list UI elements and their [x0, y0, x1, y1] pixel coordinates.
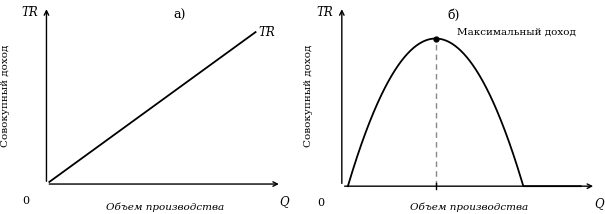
Text: 0: 0 [317, 198, 324, 208]
Text: Объем производства: Объем производства [106, 202, 224, 212]
Text: Объем производства: Объем производства [410, 202, 528, 212]
Text: а): а) [174, 9, 186, 22]
Text: TR: TR [258, 26, 275, 39]
Text: 0: 0 [22, 196, 30, 206]
Text: Q: Q [280, 195, 289, 208]
Text: TR: TR [21, 6, 38, 19]
Text: Q: Q [594, 197, 604, 210]
Text: б): б) [448, 9, 460, 22]
Text: Совокупный доход: Совокупный доход [1, 45, 10, 147]
Text: Максимальный доход: Максимальный доход [457, 28, 575, 37]
Text: TR: TR [316, 6, 333, 19]
Text: Совокупный доход: Совокупный доход [304, 45, 313, 147]
